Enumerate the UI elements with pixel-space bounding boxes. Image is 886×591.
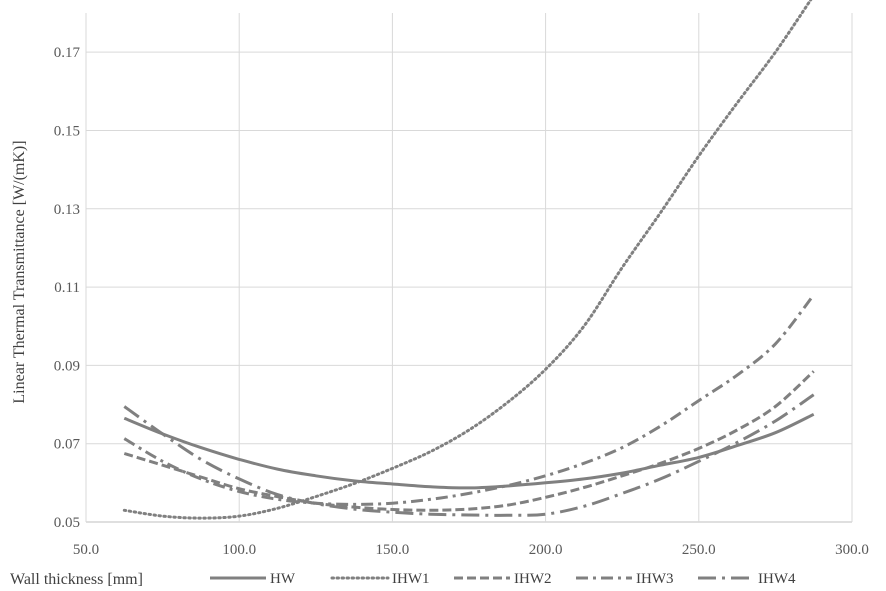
gridlines: [85, 13, 853, 523]
y-tick-label: 0.15: [54, 123, 80, 139]
x-tick-label: 150.0: [376, 542, 410, 558]
x-tick-label: 300.0: [835, 542, 869, 558]
legend: HW IHW1 IHW2 IHW3 IHW4: [210, 571, 796, 587]
series-line-ihw4: [123, 393, 815, 517]
series-line-ihw3: [123, 293, 815, 506]
x-tick-label: 250.0: [682, 542, 716, 558]
legend-label-ihw3: IHW3: [636, 571, 674, 587]
y-tick-label: 0.05: [54, 515, 80, 531]
series-line-ihw2: [123, 370, 815, 512]
y-tick-label: 0.09: [54, 358, 80, 374]
series-line-hw: [123, 412, 815, 490]
y-tick-label: 0.13: [54, 202, 80, 218]
tick-labels: 0.05 0.07 0.09 0.11 0.13 0.15 0.17 50.0 100.0 150…: [54, 45, 869, 558]
y-tick-label: 0.17: [54, 45, 81, 61]
x-tick-label: 100.0: [222, 542, 256, 558]
y-tick-label: 0.07: [54, 437, 81, 453]
series-lines: [122, 0, 815, 520]
legend-label-ihw2: IHW2: [514, 571, 552, 587]
series-line-ihw1: [122, 0, 813, 520]
legend-label-hw: HW: [270, 571, 296, 587]
legend-label-ihw1: IHW1: [392, 571, 430, 587]
x-tick-label: 200.0: [529, 542, 563, 558]
y-tick-label: 0.11: [54, 280, 80, 296]
x-tick-label: 50.0: [73, 542, 99, 558]
x-axis-title: Wall thickness [mm]: [10, 571, 143, 588]
legend-label-ihw4: IHW4: [758, 571, 796, 587]
y-axis-title: Linear Thermal Transmittance [W/(mK)]: [11, 140, 28, 403]
